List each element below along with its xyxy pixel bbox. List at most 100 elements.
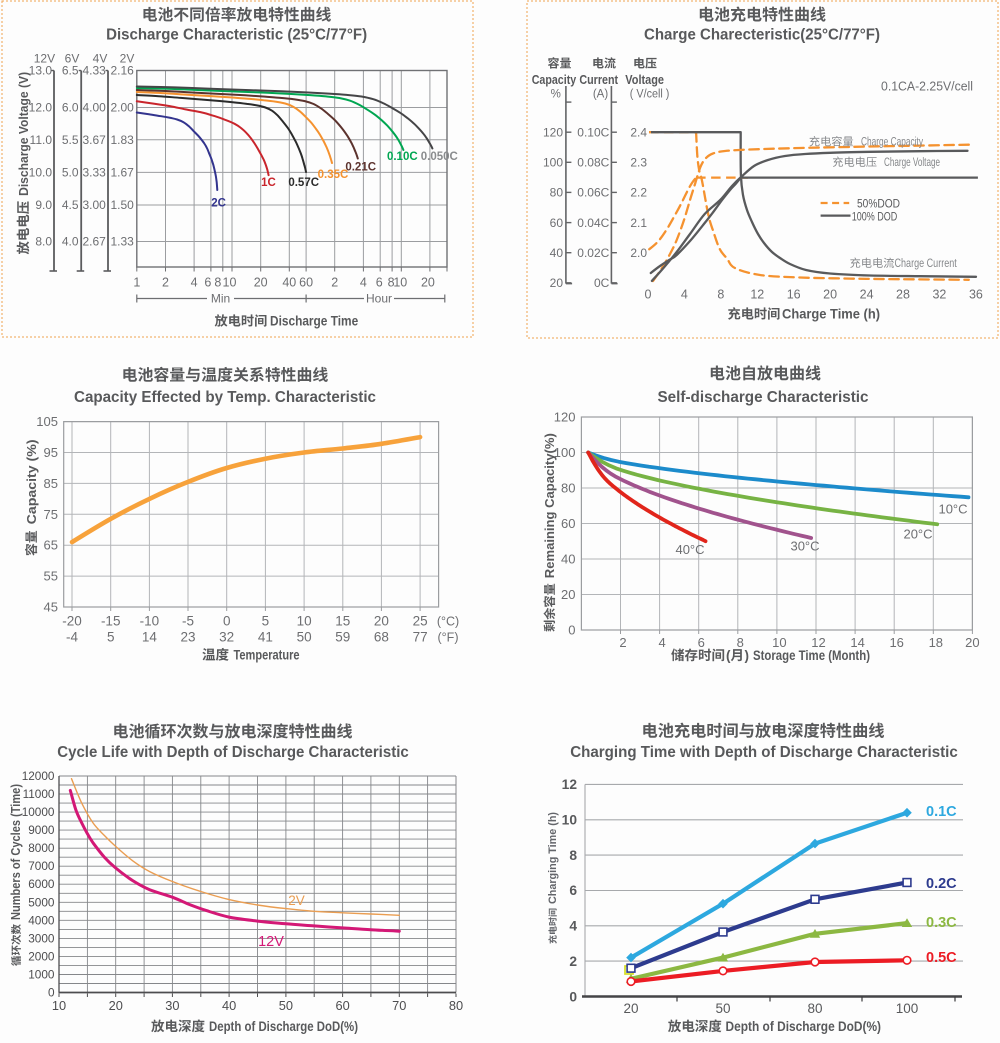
svg-text:1C: 1C [261,177,276,189]
svg-text:120: 120 [554,410,576,425]
svg-text:2000: 2000 [28,949,55,963]
svg-text:0.04C: 0.04C [577,216,609,230]
svg-text:14: 14 [142,630,158,645]
svg-text:77: 77 [413,630,428,645]
svg-text:12000: 12000 [22,769,55,783]
svg-text:Capacity: Capacity [532,72,577,87]
svg-text:8: 8 [569,848,577,863]
svg-text:0.06C: 0.06C [577,186,609,200]
svg-text:6: 6 [376,276,383,290]
svg-text:16: 16 [889,635,903,650]
svg-text:20: 20 [965,635,979,650]
svg-text:100% DOD: 100% DOD [852,210,898,224]
svg-text:4: 4 [191,276,198,290]
svg-text:10: 10 [52,998,66,1013]
svg-text:0: 0 [48,986,55,1000]
svg-text:50: 50 [279,998,293,1013]
svg-text:80: 80 [807,1001,822,1016]
svg-text:32: 32 [932,288,946,302]
svg-text:Depth of Discharge DoD(%): Depth of Discharge DoD(%) [726,1019,882,1034]
svg-text:Storage Time (Month): Storage Time (Month) [753,648,870,663]
svg-text:28: 28 [896,288,910,302]
svg-text:15: 15 [335,614,350,629]
svg-text:75: 75 [44,507,58,522]
svg-text:1000: 1000 [28,968,55,982]
svg-text:4000: 4000 [28,913,55,927]
svg-text:10°C: 10°C [938,502,967,517]
svg-text:2.4: 2.4 [630,125,647,139]
svg-text:Hour: Hour [366,292,392,306]
svg-text:60: 60 [299,276,313,290]
svg-text:68: 68 [374,630,389,645]
svg-text:Charge Voltage: Charge Voltage [884,155,940,169]
svg-text:Charging Time (h): Charging Time (h) [547,812,559,904]
svg-text:10: 10 [772,635,786,650]
svg-text:95: 95 [44,445,58,460]
svg-text:10: 10 [562,813,578,828]
svg-text:100: 100 [543,156,563,170]
svg-text:40°C: 40°C [675,542,704,557]
svg-text:60: 60 [335,998,349,1013]
svg-text:12: 12 [562,777,578,792]
svg-text:10.0: 10.0 [29,166,53,180]
svg-text:14: 14 [850,635,864,650]
svg-text:11000: 11000 [23,787,55,801]
svg-text:4.0: 4.0 [62,235,79,249]
svg-text:10000: 10000 [22,805,55,819]
svg-text:40: 40 [561,552,575,567]
svg-text:3.33: 3.33 [82,166,106,180]
svg-text:0.35C: 0.35C [318,169,349,181]
svg-text:11.0: 11.0 [30,133,53,147]
svg-text:-10: -10 [140,614,160,629]
svg-text:1.50: 1.50 [110,198,134,212]
svg-text:2.16: 2.16 [110,64,134,78]
svg-text:18: 18 [929,635,943,650]
svg-text:): ) [745,648,750,663]
svg-text:4.33: 4.33 [82,64,106,78]
svg-text:6.5: 6.5 [62,64,79,78]
svg-text:23: 23 [180,630,195,645]
svg-text:8: 8 [717,288,724,302]
svg-text:0.1C: 0.1C [926,804,957,820]
svg-text:(A): (A) [593,89,609,101]
svg-text:0: 0 [223,614,231,629]
svg-text:12V: 12V [34,52,55,66]
svg-text:50: 50 [297,630,312,645]
svg-text:2V: 2V [120,52,135,66]
svg-text:9000: 9000 [28,823,55,837]
svg-text:Charge Time (h): Charge Time (h) [782,307,880,322]
svg-text:20: 20 [823,288,837,302]
svg-text:80: 80 [449,998,463,1013]
svg-text:Charge Capacity: Charge Capacity [861,135,924,149]
svg-text:20: 20 [421,276,435,290]
svg-text:( V/cell ): ( V/cell ) [630,89,670,101]
svg-text:8: 8 [214,276,221,290]
svg-text:12V: 12V [258,934,284,950]
svg-text:0.1CA-2.25V/cell: 0.1CA-2.25V/cell [881,80,973,94]
svg-text:30: 30 [165,998,179,1013]
svg-text:4: 4 [658,635,665,650]
svg-text:0.10C: 0.10C [577,125,609,139]
svg-text:Current: Current [579,72,618,87]
svg-text:80: 80 [561,481,575,496]
svg-text:Discharge Voltage (V): Discharge Voltage (V) [16,72,31,196]
svg-text:2C: 2C [211,198,226,210]
svg-text:30°C: 30°C [790,539,819,554]
svg-text:20: 20 [550,276,564,290]
svg-text:Capacity Effected by Temp. Cha: Capacity Effected by Temp. Characteristi… [74,389,376,406]
svg-text:65: 65 [44,538,58,553]
svg-text:Capacity (%): Capacity (%) [24,439,39,524]
svg-text:0.5C: 0.5C [926,950,957,966]
svg-text:8.0: 8.0 [35,235,52,249]
svg-text:4.5: 4.5 [62,198,79,212]
svg-text:3.67: 3.67 [82,133,106,147]
svg-text:59: 59 [335,630,350,645]
svg-text:4.00: 4.00 [82,101,106,115]
svg-text:0.3C: 0.3C [926,915,957,931]
svg-text:Discharge Characteristic (25°C: Discharge Characteristic (25°C/77°F) [106,27,367,44]
svg-text:4: 4 [569,919,577,934]
svg-text:0: 0 [645,288,652,302]
svg-text:32: 32 [219,630,234,645]
svg-text:2: 2 [162,276,169,290]
svg-text:3000: 3000 [28,931,55,945]
